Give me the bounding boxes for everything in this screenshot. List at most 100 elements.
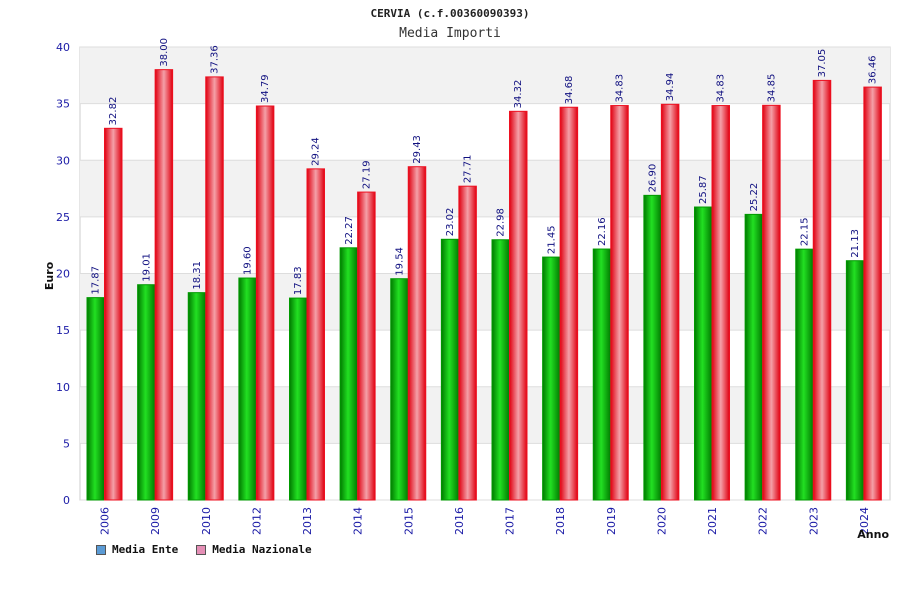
bar-value-label: 22.98 <box>496 208 507 237</box>
bar-value-label: 36.46 <box>868 55 879 84</box>
y-tick-label: 0 <box>63 494 70 507</box>
bar-value-label: 18.31 <box>192 261 203 290</box>
bar <box>440 238 460 501</box>
bar-value-label: 22.15 <box>800 218 811 247</box>
x-axis-ticks: 2006 2009 2010 2012 2013 2014 2015 2016 2017 2018… <box>99 507 871 535</box>
legend-item-media-ente: Media Ente <box>96 543 178 556</box>
y-tick-label: 40 <box>56 41 70 54</box>
bar <box>86 297 105 501</box>
y-tick-label: 5 <box>63 437 70 450</box>
bar-value-label: 22.27 <box>344 216 355 245</box>
bar <box>390 278 409 501</box>
x-tick-label: 2017 <box>504 507 517 535</box>
bar <box>694 206 713 501</box>
y-tick-label: 10 <box>56 381 70 394</box>
bar <box>863 86 882 501</box>
bar <box>592 248 612 501</box>
bar <box>660 103 680 501</box>
bar-value-label: 22.16 <box>597 217 608 246</box>
bar <box>407 166 427 501</box>
bar <box>509 110 528 501</box>
x-tick-label: 2010 <box>200 507 213 535</box>
legend-item-media-nazionale: Media Nazionale <box>196 543 312 556</box>
bar <box>610 105 629 501</box>
x-tick-label: 2019 <box>605 507 618 535</box>
bar-value-label: 29.24 <box>311 137 322 166</box>
bar-value-label: 34.94 <box>665 73 676 102</box>
bar <box>643 194 662 501</box>
x-tick-label: 2022 <box>757 507 770 535</box>
bar-value-label: 23.02 <box>445 208 456 237</box>
bar-value-label: 19.60 <box>243 246 254 275</box>
x-tick-label: 2016 <box>453 507 466 535</box>
bar-value-label: 25.87 <box>698 175 709 204</box>
y-axis-label: Euro <box>43 261 56 290</box>
bar-value-label: 34.83 <box>615 74 626 103</box>
x-tick-label: 2018 <box>554 507 567 535</box>
bar <box>255 105 275 501</box>
legend-label-media-ente: Media Ente <box>112 543 179 556</box>
value-labels: 17.87 32.82 19.01 38.00 18.31 37.36 19.60 34.79… <box>91 38 879 295</box>
bar <box>744 213 764 501</box>
bar-value-label: 29.43 <box>412 135 423 164</box>
bar-value-label: 37.36 <box>210 45 221 74</box>
bar <box>845 260 865 501</box>
bar <box>812 79 832 501</box>
bar <box>357 191 376 501</box>
x-tick-label: 2012 <box>250 507 263 535</box>
x-tick-label: 2021 <box>706 507 719 535</box>
bar-value-label: 27.71 <box>463 155 474 184</box>
bar <box>458 185 477 501</box>
bar <box>711 105 730 501</box>
bar-value-label: 19.54 <box>395 247 406 276</box>
x-tick-label: 2009 <box>149 507 162 535</box>
bar-value-label: 34.79 <box>260 74 271 103</box>
y-tick-label: 25 <box>56 211 70 224</box>
legend-swatch-media-nazionale <box>196 544 207 555</box>
x-axis-label: Anno <box>857 528 889 541</box>
y-tick-label: 35 <box>56 98 70 111</box>
y-tick-label: 20 <box>56 268 70 281</box>
bar <box>559 106 579 501</box>
bar-value-label: 38.00 <box>159 38 170 67</box>
bar <box>137 284 156 501</box>
bar <box>154 69 174 501</box>
bar <box>104 127 123 501</box>
bar-value-label: 34.85 <box>766 74 777 103</box>
bar <box>762 104 781 501</box>
chart-subtitle: Media Importi <box>399 26 501 41</box>
x-tick-label: 2024 <box>858 507 871 535</box>
bar <box>542 256 561 501</box>
bar <box>339 247 359 501</box>
bar-value-label: 34.83 <box>716 74 727 103</box>
bar-value-label: 32.82 <box>108 97 119 126</box>
bar <box>238 277 257 501</box>
bar-value-label: 27.19 <box>361 160 372 189</box>
bar-value-label: 17.87 <box>91 266 102 295</box>
x-tick-label: 2023 <box>807 507 820 535</box>
bar-value-label: 21.13 <box>850 229 861 258</box>
y-tick-label: 15 <box>56 324 70 337</box>
bar-value-label: 34.68 <box>564 76 575 105</box>
bar <box>306 168 325 501</box>
bar-value-label: 26.90 <box>648 164 659 193</box>
bar-value-label: 17.83 <box>293 266 304 295</box>
bars <box>86 69 882 501</box>
bar <box>187 292 207 501</box>
bar-value-label: 34.32 <box>513 80 524 109</box>
bar <box>205 76 224 501</box>
bar-value-label: 37.05 <box>817 49 828 78</box>
bar-value-label: 21.45 <box>546 225 557 254</box>
legend: Media Ente Media Nazionale <box>96 543 312 556</box>
x-tick-label: 2006 <box>99 507 112 535</box>
bar-value-label: 25.22 <box>749 183 760 212</box>
bar <box>491 239 510 501</box>
bar <box>795 248 814 501</box>
x-tick-label: 2015 <box>402 507 415 535</box>
bar-value-label: 19.01 <box>141 253 152 282</box>
bar <box>289 297 308 501</box>
x-tick-label: 2013 <box>301 507 314 535</box>
legend-swatch-media-ente <box>96 544 106 555</box>
y-axis-ticks: 0 5 10 15 20 25 30 35 40 <box>56 41 70 507</box>
